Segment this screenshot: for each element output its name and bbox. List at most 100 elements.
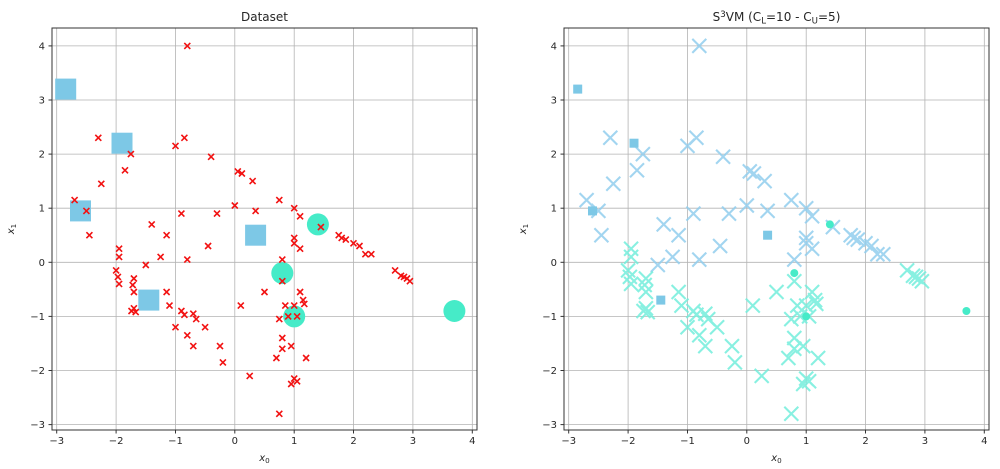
data-point-x xyxy=(246,372,254,380)
y-tick-label: 1 xyxy=(39,204,45,215)
data-point-x xyxy=(406,277,414,285)
data-point-x xyxy=(260,288,269,296)
data-point-x xyxy=(727,354,743,371)
y-tick-label: 2 xyxy=(39,150,45,161)
data-point-x xyxy=(132,308,140,316)
data-point-x xyxy=(237,302,245,310)
data-point-x xyxy=(804,240,820,257)
data-point-x xyxy=(786,251,803,268)
y-tick-label: −2 xyxy=(542,366,557,377)
data-point-x xyxy=(670,284,687,300)
data-point-x xyxy=(121,166,129,174)
x-tick-label: 2 xyxy=(862,436,868,447)
data-point-x xyxy=(171,142,180,150)
data-point-x xyxy=(869,246,886,262)
data-point-x xyxy=(148,220,156,228)
x-tick-label: −2 xyxy=(621,436,636,447)
data-point-x xyxy=(850,231,866,248)
x-tick-label: −3 xyxy=(561,436,576,447)
data-point-x xyxy=(293,377,301,385)
data-point-circle xyxy=(790,269,799,278)
data-point-x xyxy=(602,130,619,146)
data-point-x xyxy=(287,380,295,388)
x-tick-label: 3 xyxy=(410,436,416,447)
data-point-x xyxy=(691,327,708,344)
data-point-x xyxy=(296,288,304,296)
data-point-x xyxy=(165,302,174,310)
unlabeled-series xyxy=(71,42,414,418)
data-point-x xyxy=(213,210,221,218)
data-point-x xyxy=(275,196,283,204)
data-point-x xyxy=(71,196,79,204)
data-point-x xyxy=(284,312,292,320)
data-point-circle xyxy=(283,305,306,328)
data-point-x xyxy=(623,249,639,265)
data-point-x xyxy=(192,315,200,323)
x-tick-label: 4 xyxy=(981,436,987,447)
data-point-x xyxy=(783,311,800,327)
data-point-x xyxy=(177,210,185,218)
data-point-x xyxy=(638,284,654,300)
data-point-x xyxy=(795,376,811,392)
data-point-x xyxy=(679,138,696,154)
data-point-x xyxy=(756,173,773,189)
y-tick-label: 0 xyxy=(551,258,557,269)
x-tick-label: −2 xyxy=(109,436,124,447)
y-tick-label: 1 xyxy=(551,204,557,215)
axes-border xyxy=(51,27,478,431)
data-point-x xyxy=(234,167,242,175)
data-point-x xyxy=(638,270,654,287)
data-point-circle xyxy=(443,300,466,322)
y-tick-label: −1 xyxy=(30,312,45,323)
tick-marks xyxy=(48,45,473,434)
data-point-x xyxy=(712,238,728,254)
data-point-x xyxy=(768,284,785,300)
data-point-x xyxy=(673,297,690,314)
data-point-x xyxy=(746,165,762,182)
data-point-x xyxy=(238,169,246,178)
data-point-x xyxy=(163,288,171,296)
data-point-circle xyxy=(825,220,834,229)
y-tick-label: −3 xyxy=(542,420,557,431)
data-point-x xyxy=(590,203,607,219)
data-point-x xyxy=(183,42,191,50)
data-point-x xyxy=(278,277,286,285)
data-point-x xyxy=(691,251,708,268)
data-point-x xyxy=(287,342,295,350)
data-point-x xyxy=(780,350,797,366)
data-point-square xyxy=(763,230,773,240)
data-point-square xyxy=(588,206,597,216)
data-point-x xyxy=(290,302,298,310)
data-point-x xyxy=(593,227,610,243)
data-point-x xyxy=(845,230,862,246)
x-tick-label: −1 xyxy=(168,436,183,447)
data-point-x xyxy=(281,302,289,310)
data-point-x xyxy=(783,406,800,422)
data-point-x xyxy=(875,246,892,262)
data-point-x xyxy=(349,239,358,247)
data-point-x xyxy=(207,153,215,161)
grid-lines xyxy=(52,28,477,430)
data-point-x xyxy=(338,234,346,242)
data-point-x xyxy=(127,150,135,158)
tick-marks xyxy=(560,45,985,434)
data-point-x xyxy=(114,273,122,281)
data-point-x xyxy=(219,358,227,366)
data-point-x xyxy=(629,162,645,179)
data-point-square xyxy=(656,295,666,305)
data-point-square xyxy=(111,132,133,154)
data-point-x xyxy=(204,242,212,250)
data-point-x xyxy=(189,310,197,318)
data-point-x xyxy=(216,342,224,350)
data-point-x xyxy=(914,273,930,289)
data-point-x xyxy=(635,303,652,319)
y-tick-label: 0 xyxy=(39,258,45,269)
data-point-x xyxy=(142,261,150,269)
y-tick-label: −3 xyxy=(30,420,45,431)
y-axis-label: x1 xyxy=(518,224,530,236)
data-point-square xyxy=(629,138,639,148)
s3vm-plot: −3 −2 −1 0 1 2 3 4 −3 −2 −1 0 1 2 3 4 S3VM (CL=10 - CU=5… xyxy=(518,10,990,465)
data-point-x xyxy=(798,230,814,246)
x-axis-label: x0 xyxy=(770,453,782,465)
data-point-square xyxy=(138,289,160,311)
